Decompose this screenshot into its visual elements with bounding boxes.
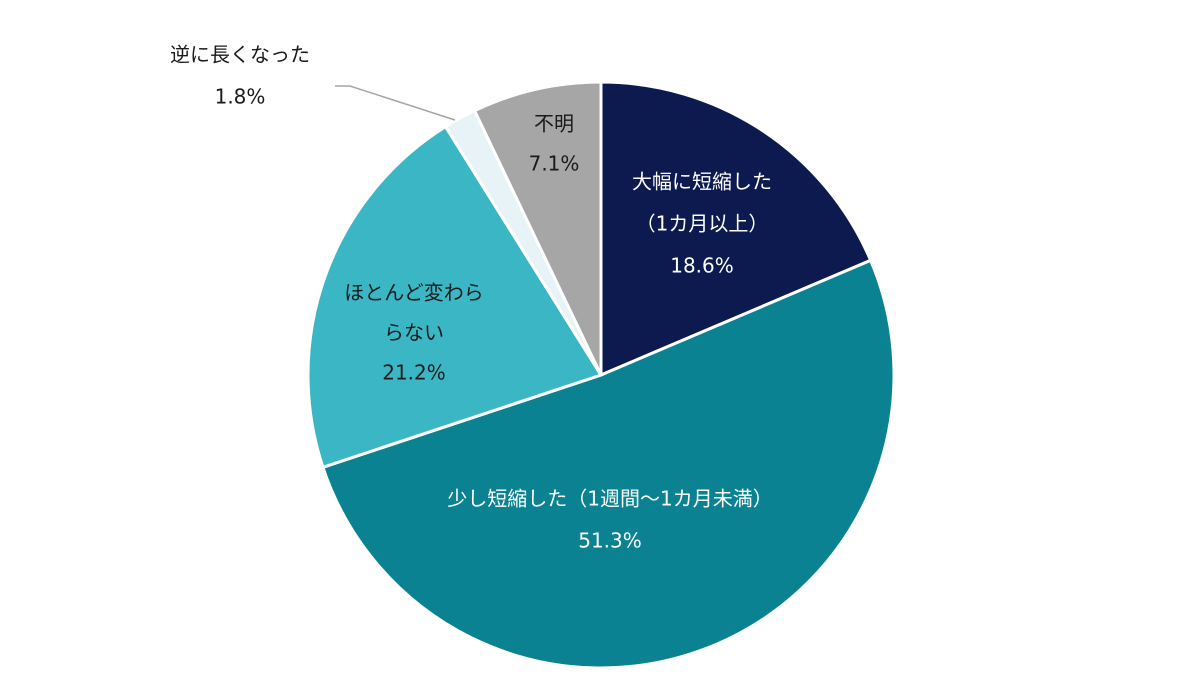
slice-category-label: ほとんど変わら [344, 281, 483, 305]
slice-category-label: 大幅に短縮した [632, 170, 772, 194]
slice-value-label: 51.3% [578, 529, 642, 553]
slice-value-label: 21.2% [382, 361, 446, 385]
slice-value-label: 18.6% [670, 254, 734, 278]
slice-category-label: （1カ月以上） [636, 212, 769, 236]
slice-value-label: 1.8% [215, 85, 266, 109]
slice-category-label: らない [384, 321, 444, 345]
pie-slice [472, 80, 603, 376]
pie-slice [321, 258, 896, 670]
slice-category-label: 不明 [534, 112, 574, 136]
slice-category-label: 逆に長くなった [170, 43, 310, 67]
slice-category-label: 少し短縮した（1週間〜1カ月未満） [447, 487, 772, 511]
pie-slice [599, 80, 873, 378]
slice-value-label: 7.1% [529, 152, 580, 176]
pie-slice [306, 124, 604, 470]
leader-line [335, 85, 456, 121]
